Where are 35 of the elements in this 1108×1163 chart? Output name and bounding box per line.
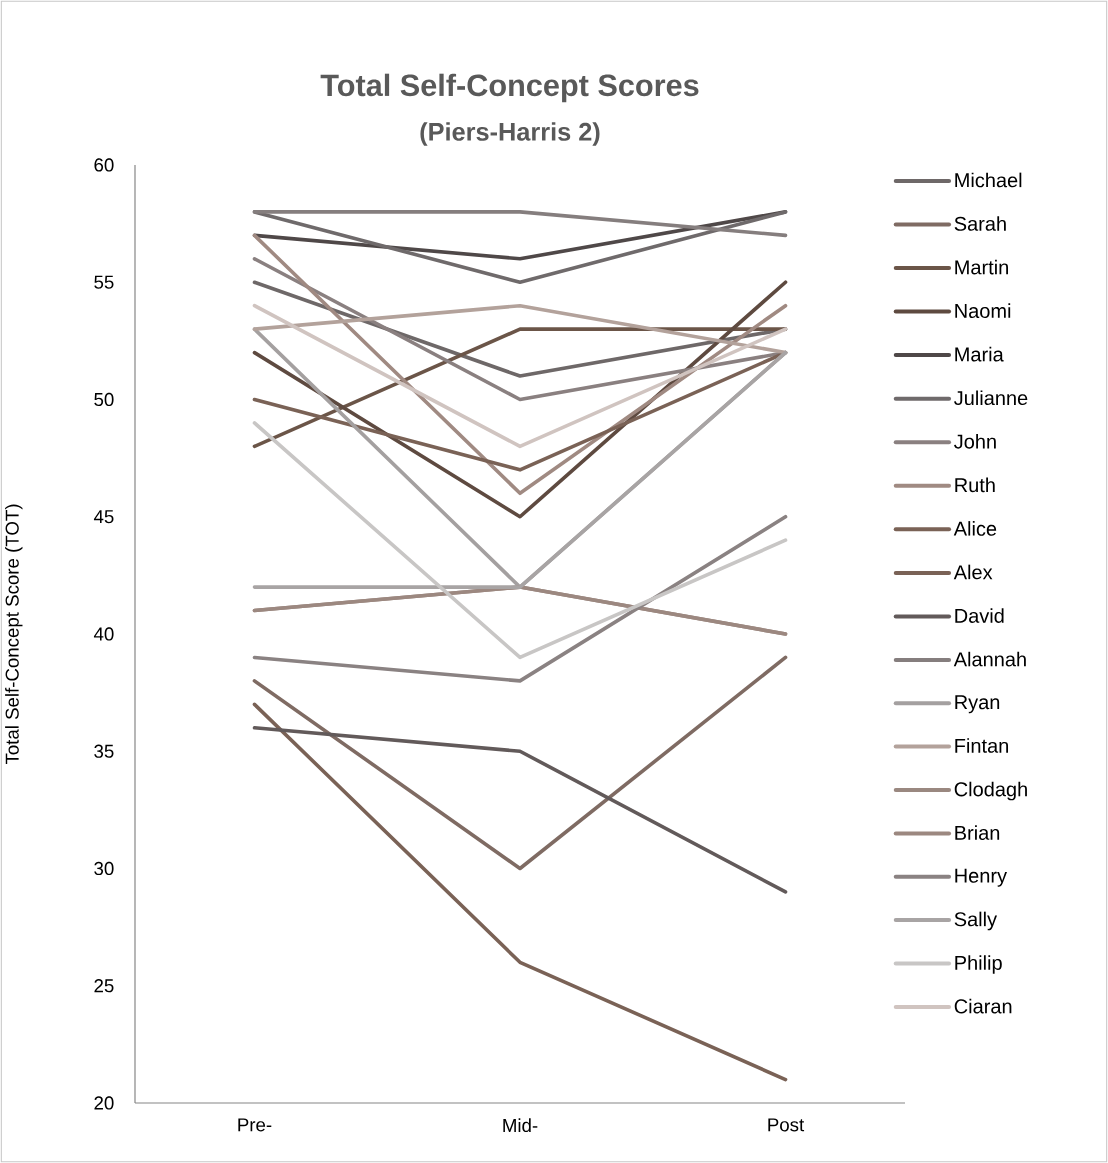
legend-label: Fintan: [955, 738, 1009, 753]
legend-label: Ciaran: [954, 998, 1012, 1014]
legend-label: Maria: [955, 346, 1004, 362]
y-tick-label: 40: [93, 627, 114, 641]
legend-label: David: [955, 608, 1004, 623]
y-tick-label: 30: [94, 861, 114, 876]
legend-label: Julianne: [954, 390, 1028, 406]
legend-label: Ryan: [955, 695, 1000, 714]
chart-title: Total Self-Concept Scores: [320, 73, 699, 103]
y-tick-label: 20: [94, 1096, 114, 1110]
legend-label: Sarah: [954, 216, 1006, 231]
y-tick-label: 35: [94, 744, 114, 758]
legend-label: Ruth: [955, 477, 995, 493]
legend-label: Martin: [955, 259, 1008, 275]
y-tick-label: 55: [94, 275, 114, 289]
chart-subtitle: (Piers-Harris 2): [420, 122, 600, 146]
legend-label: John: [954, 433, 996, 449]
legend-label: Alannah: [953, 651, 1026, 667]
legend-label: Sally: [954, 911, 998, 931]
legend-label: Clodagh: [954, 781, 1027, 801]
legend-label: Philip: [955, 955, 1002, 974]
y-tick-label: 50: [94, 392, 114, 407]
y-tick-label: 45: [93, 510, 114, 524]
y-tick-label: 60: [94, 158, 114, 172]
legend-label: Henry: [955, 868, 1008, 887]
y-axis-title: Total Self-Concept Score (TOT): [5, 504, 23, 765]
y-tick-label: 25: [94, 979, 114, 993]
legend-label: Alex: [953, 564, 993, 580]
legend-label: Michael: [955, 172, 1022, 188]
legend-label: Naomi: [955, 303, 1011, 318]
legend-label: Alice: [953, 521, 997, 536]
x-tick-label: Post: [768, 1118, 805, 1132]
legend-label: Brian: [955, 825, 1000, 840]
x-tick-label: Mid-: [503, 1118, 538, 1133]
x-tick-label: Pre-: [238, 1118, 272, 1132]
